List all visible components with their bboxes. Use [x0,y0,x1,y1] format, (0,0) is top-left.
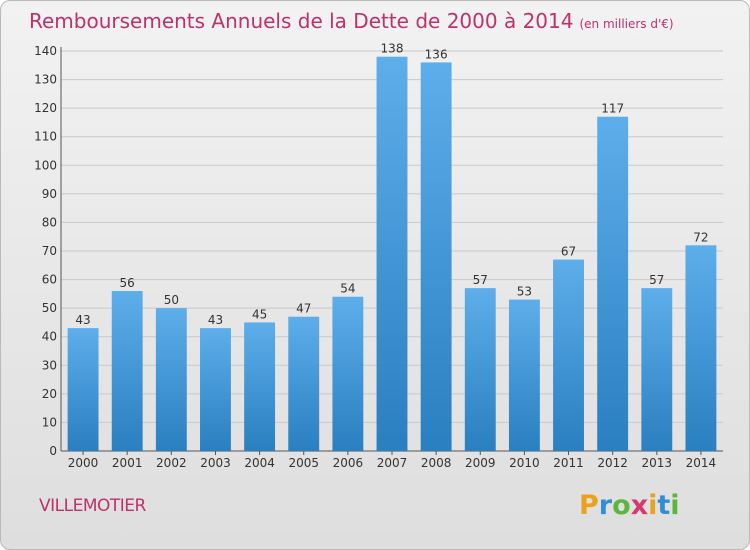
y-tick-label: 140 [34,44,57,58]
x-tick-label: 2008 [421,456,452,470]
y-tick-label: 110 [34,130,57,144]
data-label: 72 [693,230,708,244]
y-tick-label: 60 [42,273,57,287]
data-label: 136 [425,47,448,61]
bar [332,296,364,451]
bar [641,288,673,451]
x-tick-labels: 2000 2001 2002 2003 2004 2005 2006 2007 2008 2009… [68,451,716,470]
data-label: 57 [473,273,488,287]
bar [553,259,584,451]
bar [288,316,320,451]
x-tick-label: 2001 [112,456,143,470]
chart-title-text: Remboursements Annuels de la Dette de 20… [29,9,574,33]
y-tick-label: 120 [34,101,57,115]
bar [67,328,99,451]
x-tick-label: 2007 [377,456,408,470]
logo-letter-i2: i [670,490,680,521]
y-tick-label: 100 [34,158,57,172]
bar [420,62,452,452]
logo-letter-r: r [598,490,613,521]
x-tick-label: 2000 [68,456,99,470]
x-tick-label: 2010 [509,456,540,470]
bar [244,322,276,451]
bar [200,328,231,451]
x-tick-label: 2011 [553,456,584,470]
data-label: 50 [164,293,179,307]
y-tick-label: 20 [42,387,57,401]
chart-unit: (en milliers d'€) [579,17,674,31]
chart-title: Remboursements Annuels de la Dette de 20… [29,9,674,33]
bar [685,245,717,451]
data-label: 56 [120,276,135,290]
y-tick-label: 80 [42,215,57,229]
data-label: 57 [649,273,664,287]
bar [155,308,187,451]
logo-letter-x: x [630,490,649,521]
data-label: 53 [517,285,532,299]
bar [111,291,143,451]
y-tick-label: 30 [42,358,57,372]
data-label: 67 [561,245,576,259]
x-tick-label: 2006 [333,456,364,470]
data-label: 117 [601,102,624,116]
x-tick-label: 2012 [597,456,628,470]
data-label: 47 [296,302,311,316]
bar [508,299,540,451]
data-labels: 43 56 50 43 45 47 54 138 136 57 53 67 117 57 72 [75,42,708,327]
x-tick-label: 2013 [642,456,673,470]
bar [376,56,408,451]
x-tick-label: 2003 [200,456,231,470]
y-tick-label: 70 [42,244,57,258]
x-tick-label: 2009 [465,456,496,470]
y-tick-label: 40 [42,330,57,344]
data-label: 43 [208,313,223,327]
logo-letter-t: t [657,490,671,521]
y-tick-label: 130 [34,73,57,87]
proxiti-logo: Proxiti [579,490,680,521]
data-label: 54 [340,282,355,296]
bar [464,288,496,451]
x-tick-label: 2014 [686,456,717,470]
logo-letter-p: P [579,490,599,521]
data-label: 138 [381,42,404,56]
data-label: 45 [252,307,267,321]
commune-name: VILLEMOTIER [39,496,146,516]
y-tick-label: 90 [42,187,57,201]
bar [597,116,629,451]
y-tick-labels: 0 10 20 30 40 50 60 70 80 90 100 110 120 130 140 [34,44,57,458]
x-tick-label: 2002 [156,456,187,470]
x-tick-label: 2004 [244,456,275,470]
y-tick-label: 50 [42,301,57,315]
y-tick-label: 10 [42,415,57,429]
y-tick-label: 0 [49,444,57,458]
logo-letter-o: o [612,490,631,521]
bars [67,56,717,452]
data-label: 43 [75,313,90,327]
x-tick-label: 2005 [288,456,319,470]
logo-letter-i1: i [648,490,658,521]
